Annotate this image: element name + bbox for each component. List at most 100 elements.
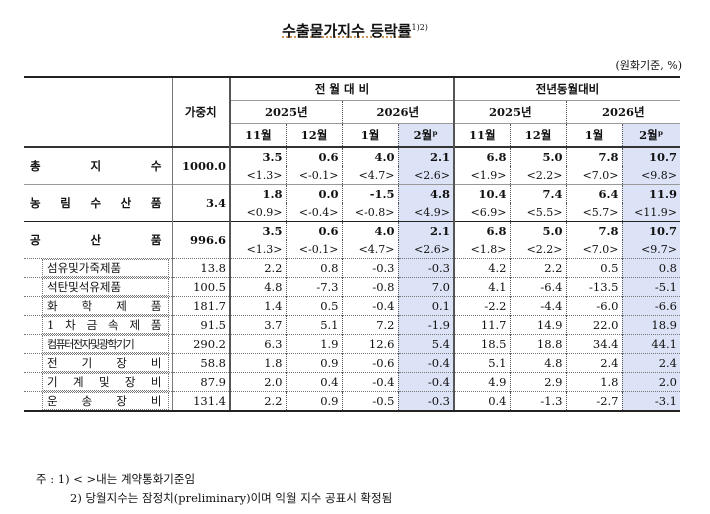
cell: 0.0 [285, 184, 342, 203]
table-row-sub: 1 차 금 속 제 품 91.5 3.7 5.1 7.2 -1.9 11.7 1… [24, 315, 680, 335]
cell: 2.2 [509, 258, 566, 278]
cell: <11.9> [621, 203, 680, 222]
cell: 5.1 [285, 315, 342, 335]
header-month: 1월 [341, 123, 398, 147]
cell: -6.4 [509, 277, 566, 297]
row-weight: 100.5 [171, 277, 230, 297]
cell: 11.9 [621, 184, 680, 203]
cell: 0.6 [285, 221, 342, 240]
table-row-agri-contract: <0.9> <-0.4> <-0.8> <4.9> <6.9> <5.5> <5… [24, 203, 680, 222]
cell: 4.1 [453, 277, 510, 297]
cell: 7.8 [565, 221, 622, 240]
cell: <4.7> [341, 240, 398, 259]
cell: 0.4 [285, 372, 342, 392]
cell: 7.8 [565, 146, 622, 166]
cell: -0.4 [397, 353, 454, 373]
cell: 1.4 [229, 296, 286, 316]
row-label: 기 계 및 장 비 [42, 373, 169, 391]
header-row-group: 가중치 전 월 대 비 전년동월대비 [24, 76, 680, 147]
cell: 3.7 [229, 315, 286, 335]
cell: 2.9 [509, 372, 566, 392]
cell: 4.0 [341, 221, 398, 240]
footnote-prefix: 주 : [36, 472, 55, 486]
header-mom-2026: 2026년 [341, 100, 454, 124]
cell: <1.8> [453, 240, 510, 259]
cell: 3.5 [229, 146, 286, 166]
row-label: 섬유및가죽제품 [42, 259, 169, 277]
cell: 6.3 [229, 334, 286, 354]
table-row-sub: 기 계 및 장 비 87.9 2.0 0.4 -0.4 -0.4 4.9 2.9… [24, 372, 680, 392]
cell: 4.9 [453, 372, 510, 392]
table-row-sub: 화 학 제 품 181.7 1.4 0.5 -0.4 0.1 -2.2 -4.4… [24, 296, 680, 316]
cell: 10.7 [621, 146, 680, 166]
header-month-current: 2월ᵖ [397, 123, 454, 147]
row-label: 컴퓨터전자및광학기기 [42, 335, 169, 353]
cell: <5.5> [509, 203, 566, 222]
cell: <4.7> [341, 166, 398, 185]
table-row-agri: 농 림 수 산 품 3.4 1.8 0.0 -1.5 4.8 10.4 7.4 … [24, 184, 680, 222]
header-weight: 가중치 [171, 76, 230, 147]
cell: 2.1 [397, 221, 454, 240]
header-month: 11월 [229, 123, 286, 147]
cell: 4.8 [509, 353, 566, 373]
row-weight: 996.6 [171, 221, 230, 259]
row-label: 공 산 품 [24, 221, 172, 259]
cell: 0.8 [621, 258, 680, 278]
cell: -13.5 [565, 277, 622, 297]
header-mom: 전 월 대 비 [229, 76, 454, 101]
cell: 1.8 [229, 184, 286, 203]
cell: -6.6 [621, 296, 680, 316]
cell: -6.0 [565, 296, 622, 316]
cell: -2.7 [565, 391, 622, 412]
row-weight: 13.8 [171, 258, 230, 278]
cell: 10.7 [621, 221, 680, 240]
cell: 10.4 [453, 184, 510, 203]
cell: -1.3 [509, 391, 566, 412]
row-label: 농 림 수 산 품 [24, 184, 172, 222]
row-weight: 181.7 [171, 296, 230, 316]
table-title: 수출물가지수 등락률1)2) [0, 20, 710, 41]
footnote-1: 주 : 1) < >내는 계약통화기준임 [36, 470, 392, 489]
table-row-sub: 섬유및가죽제품 13.8 2.2 0.8 -0.3 -0.3 4.2 2.2 0… [24, 258, 680, 278]
cell: <4.9> [397, 203, 454, 222]
cell: 0.9 [285, 353, 342, 373]
header-row-months: 11월 12월 1월 2월ᵖ 11월 12월 1월 2월ᵖ [24, 123, 680, 147]
footnote-2: 2) 당월지수는 잠정치(preliminary)이며 익월 지수 공표시 확정… [36, 489, 392, 508]
cell: 2.0 [229, 372, 286, 392]
cell: 14.9 [509, 315, 566, 335]
table-row-total: 총 지 수 1000.0 3.5 0.6 4.0 2.1 6.8 5.0 7.8… [24, 146, 680, 185]
footnote-2-text: 2) 당월지수는 잠정치(preliminary)이며 익월 지수 공표시 확정… [70, 491, 393, 505]
cell: 18.5 [453, 334, 510, 354]
cell: -4.4 [509, 296, 566, 316]
table-row-sub: 운 송 장 비 131.4 2.2 0.9 -0.5 -0.3 0.4 -1.3… [24, 391, 680, 412]
cell: <6.9> [453, 203, 510, 222]
cell: 0.6 [285, 146, 342, 166]
cell: -0.5 [341, 391, 398, 412]
table-row-sub: 전 기 장 비 58.8 1.8 0.9 -0.6 -0.4 5.1 4.8 2… [24, 353, 680, 373]
cell: <2.6> [397, 166, 454, 185]
cell: 0.5 [565, 258, 622, 278]
header-yoy-2025: 2025년 [453, 100, 566, 124]
cell: <9.7> [621, 240, 680, 259]
cell: <0.9> [229, 203, 286, 222]
cell: -0.3 [397, 258, 454, 278]
row-weight: 58.8 [171, 353, 230, 373]
row-label: 운 송 장 비 [42, 392, 169, 410]
table-row-total-contract: <1.3> <-0.1> <4.7> <2.6> <1.9> <2.2> <7.… [24, 166, 680, 185]
cell: <1.9> [453, 166, 510, 185]
cell: 6.8 [453, 221, 510, 240]
cell: 7.4 [509, 184, 566, 203]
table-row-industrial: 공 산 품 996.6 3.5 0.6 4.0 2.1 6.8 5.0 7.8 … [24, 221, 680, 259]
cell: 1.8 [229, 353, 286, 373]
header-month: 12월 [509, 123, 566, 147]
cell: <2.2> [509, 166, 566, 185]
cell: <5.7> [565, 203, 622, 222]
title-footnote-ref: 1)2) [411, 23, 428, 32]
unit-label: (원화기준, %) [615, 59, 682, 72]
cell: 5.4 [397, 334, 454, 354]
cell: 1.9 [285, 334, 342, 354]
header-mom-2025: 2025년 [229, 100, 342, 124]
export-price-index-table: 가중치 전 월 대 비 전년동월대비 2025년 2026년 2025년 202… [24, 76, 680, 412]
header-month: 1월 [565, 123, 622, 147]
cell: 22.0 [565, 315, 622, 335]
